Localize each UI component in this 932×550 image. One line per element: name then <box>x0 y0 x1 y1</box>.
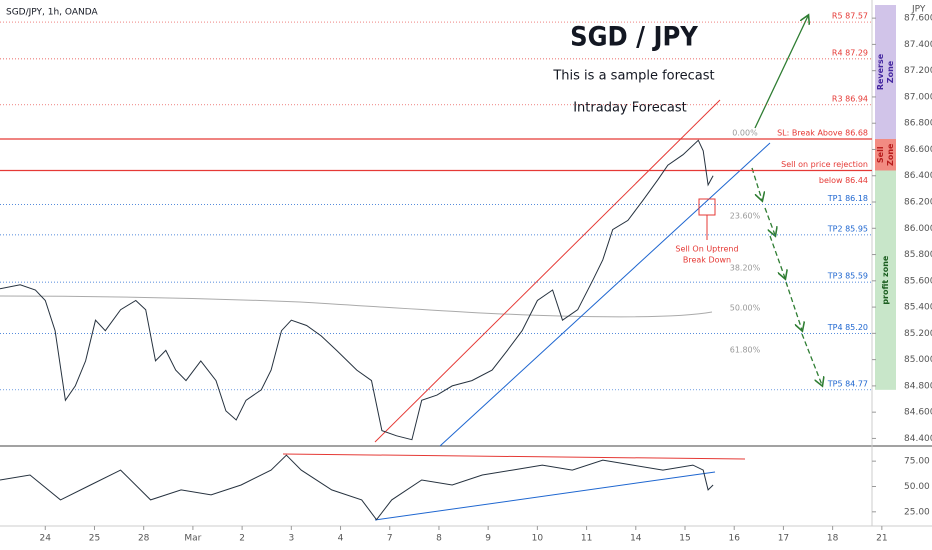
zone <box>875 5 896 139</box>
y-tick-label: 86.800 <box>904 119 932 129</box>
x-tick-label: 3 <box>288 534 294 544</box>
zone-label: Zone <box>886 60 895 83</box>
channel-top <box>374 99 721 443</box>
channel-bottom <box>439 142 771 447</box>
zone <box>875 138 896 171</box>
up-arrow <box>754 16 808 129</box>
y-tick-label: 86.000 <box>904 224 932 234</box>
x-tick-label: 2 <box>239 534 245 544</box>
y-tick-label: 86.200 <box>904 198 932 208</box>
y-tick-label: 84.600 <box>904 408 932 418</box>
title: SGD / JPY <box>570 22 698 53</box>
level-label: below 86.44 <box>819 176 868 185</box>
zone <box>875 170 896 390</box>
y-tick-label: 85.800 <box>904 250 932 260</box>
forecast-arrows <box>751 16 822 385</box>
y-tick-label: 86.600 <box>904 145 932 155</box>
zone-label: Zone <box>886 143 895 166</box>
zone-label: Sell <box>876 146 885 163</box>
level-label: TP5 84.77 <box>827 379 868 388</box>
y-tick-label: 87.000 <box>904 92 932 102</box>
down-arrow <box>785 281 802 330</box>
level-label: R4 87.29 <box>832 48 868 57</box>
price-line <box>0 454 714 521</box>
zone-label: profit zone <box>881 255 890 305</box>
x-tick-label: 21 <box>876 534 887 544</box>
break-note: Break Down <box>683 256 731 265</box>
down-arrows <box>751 167 822 385</box>
x-tick-label: 11 <box>581 534 592 544</box>
x-tick-label: 18 <box>827 534 839 544</box>
x-tick-label: 28 <box>138 534 150 544</box>
fib-label: 61.80% <box>730 346 761 355</box>
fib-label: 38.20% <box>730 264 761 273</box>
x-tick-label: 17 <box>778 534 789 544</box>
x-tick-label: 10 <box>532 534 544 544</box>
down-arrow <box>751 167 762 200</box>
x-tick-label: 14 <box>630 534 642 544</box>
y-tick-label: 86.400 <box>904 171 932 181</box>
level-label: R3 86.94 <box>832 94 868 103</box>
subtitle: This is a sample forecast <box>552 69 714 84</box>
x-tick-label: 25 <box>89 534 100 544</box>
x-tick-label: 16 <box>728 534 740 544</box>
y-tick-label: 85.000 <box>904 355 932 365</box>
break-note: Sell On Uptrend <box>675 245 738 254</box>
y-tick-label: 87.200 <box>904 66 932 76</box>
y-tick-label: 85.400 <box>904 303 932 313</box>
y-tick-label: 85.200 <box>904 329 932 339</box>
level-label: TP4 85.20 <box>827 323 868 332</box>
fib-label: 50.00% <box>730 304 761 313</box>
currency: JPY <box>911 5 926 15</box>
x-tick-label: 4 <box>338 534 344 544</box>
level-label: TP1 86.18 <box>827 194 868 203</box>
y-tick-label: 84.400 <box>904 434 932 444</box>
level-label: TP2 85.95 <box>827 224 868 233</box>
down-arrow <box>801 333 822 385</box>
forecast: Intraday Forecast <box>573 101 687 116</box>
y-tick-label: 25.00 <box>904 507 930 517</box>
rsi-resistance <box>282 453 746 460</box>
source: SGD/JPY, 1h, OANDA <box>6 8 98 18</box>
y-tick-label: 84.800 <box>904 381 932 391</box>
y-tick-label: 87.600 <box>904 14 932 24</box>
fib-label: 23.60% <box>730 212 761 221</box>
rsi-support <box>374 471 716 521</box>
y-tick-label: 85.600 <box>904 276 932 286</box>
y-tick-label: 75.00 <box>904 457 930 467</box>
level-label: TP3 85.59 <box>827 272 868 281</box>
y-tick-label: 87.400 <box>904 40 932 50</box>
fib-label: 0.00% <box>732 129 758 138</box>
moving-average <box>0 295 713 318</box>
down-arrow <box>764 207 775 235</box>
level-label: SL: Break Above 86.68 <box>777 128 868 137</box>
x-tick-label: 15 <box>679 534 690 544</box>
x-tick-label: 7 <box>387 534 393 544</box>
level-label: Sell on price rejection <box>781 160 868 169</box>
x-tick-label: 8 <box>436 534 442 544</box>
x-tick-label: 9 <box>485 534 491 544</box>
x-tick-label: 24 <box>40 534 52 544</box>
zone-label: Reverse <box>876 53 885 90</box>
y-tick-label: 50.00 <box>904 482 930 492</box>
x-tick-label: Mar <box>184 534 201 544</box>
price-line <box>0 139 714 441</box>
level-label: R5 87.57 <box>832 12 868 21</box>
